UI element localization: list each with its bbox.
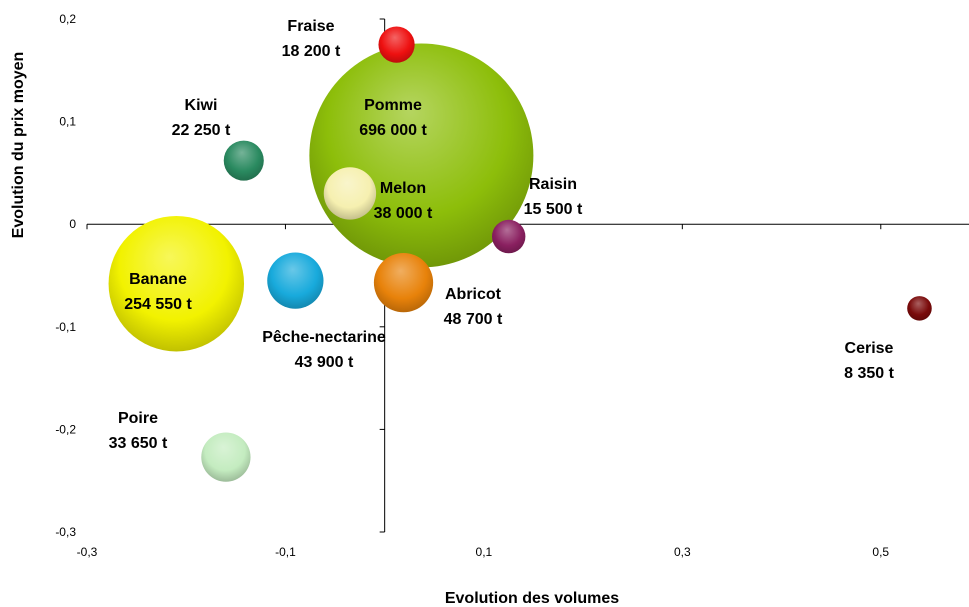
y-tick-label: -0,3: [55, 525, 76, 539]
axes: -0,3 -0,1 0,1 0,3 0,5 0,2 0,1 0 -0,1 -0,2 -0,3: [55, 12, 969, 559]
label-kiwi-tonnage: 22 250 t: [172, 122, 231, 139]
x-tick-label: -0,3: [77, 545, 98, 559]
label-poire-tonnage: 33 650 t: [109, 435, 168, 452]
label-kiwi-name: Kiwi: [185, 97, 218, 114]
label-raisin-tonnage: 15 500 t: [524, 201, 583, 218]
label-cerise-name: Cerise: [845, 340, 894, 357]
label-melon-name: Melon: [380, 180, 426, 197]
label-pomme-tonnage: 696 000 t: [359, 122, 427, 139]
y-tick-label: -0,1: [55, 320, 76, 334]
label-abricot-name: Abricot: [445, 286, 502, 303]
label-abricot-tonnage: 48 700 t: [444, 311, 503, 328]
x-tick-label: 0,3: [674, 545, 691, 559]
bubble-fraise: [378, 26, 415, 63]
bubbles: [108, 26, 932, 482]
bubble-poire: [201, 432, 251, 482]
bubble-p-che-nectarine: [267, 252, 324, 309]
label-fraise-name: Fraise: [287, 18, 334, 35]
x-ticks: -0,3 -0,1 0,1 0,3 0,5: [77, 224, 889, 559]
x-tick-label: 0,5: [872, 545, 889, 559]
label-melon-tonnage: 38 000 t: [374, 205, 433, 222]
label-poire-name: Poire: [118, 410, 158, 427]
bubble-banane: [108, 215, 245, 352]
x-tick-label: 0,1: [476, 545, 493, 559]
y-axis-title: Evolution du prix moyen: [10, 52, 27, 239]
x-tick-label: -0,1: [275, 545, 296, 559]
bubble-kiwi: [223, 140, 264, 181]
label-banane-name: Banane: [129, 271, 187, 288]
label-raisin-name: Raisin: [529, 176, 577, 193]
bubble-melon: [323, 167, 377, 220]
x-axis-title: Evolution des volumes: [445, 590, 619, 607]
y-ticks: 0,2 0,1 0 -0,1 -0,2 -0,3: [55, 12, 385, 539]
bubble-raisin: [491, 219, 526, 254]
y-tick-label: 0,2: [59, 12, 76, 26]
label-p-che-nectarine-name: Pêche-nectarine: [262, 329, 386, 346]
bubble-cerise: [907, 296, 932, 321]
label-p-che-nectarine-tonnage: 43 900 t: [295, 354, 354, 371]
bubble-abricot: [373, 253, 434, 313]
label-banane-tonnage: 254 550 t: [124, 296, 192, 313]
label-pomme-name: Pomme: [364, 97, 422, 114]
y-tick-label: 0,1: [59, 115, 76, 129]
bubble-labels: Pomme 696 000 t Banane 254 550 t Abricot 48 7…: [109, 18, 895, 452]
y-tick-label: -0,2: [55, 422, 76, 436]
label-fraise-tonnage: 18 200 t: [282, 43, 341, 60]
y-tick-label: 0: [69, 217, 76, 231]
label-cerise-tonnage: 8 350 t: [844, 365, 894, 382]
